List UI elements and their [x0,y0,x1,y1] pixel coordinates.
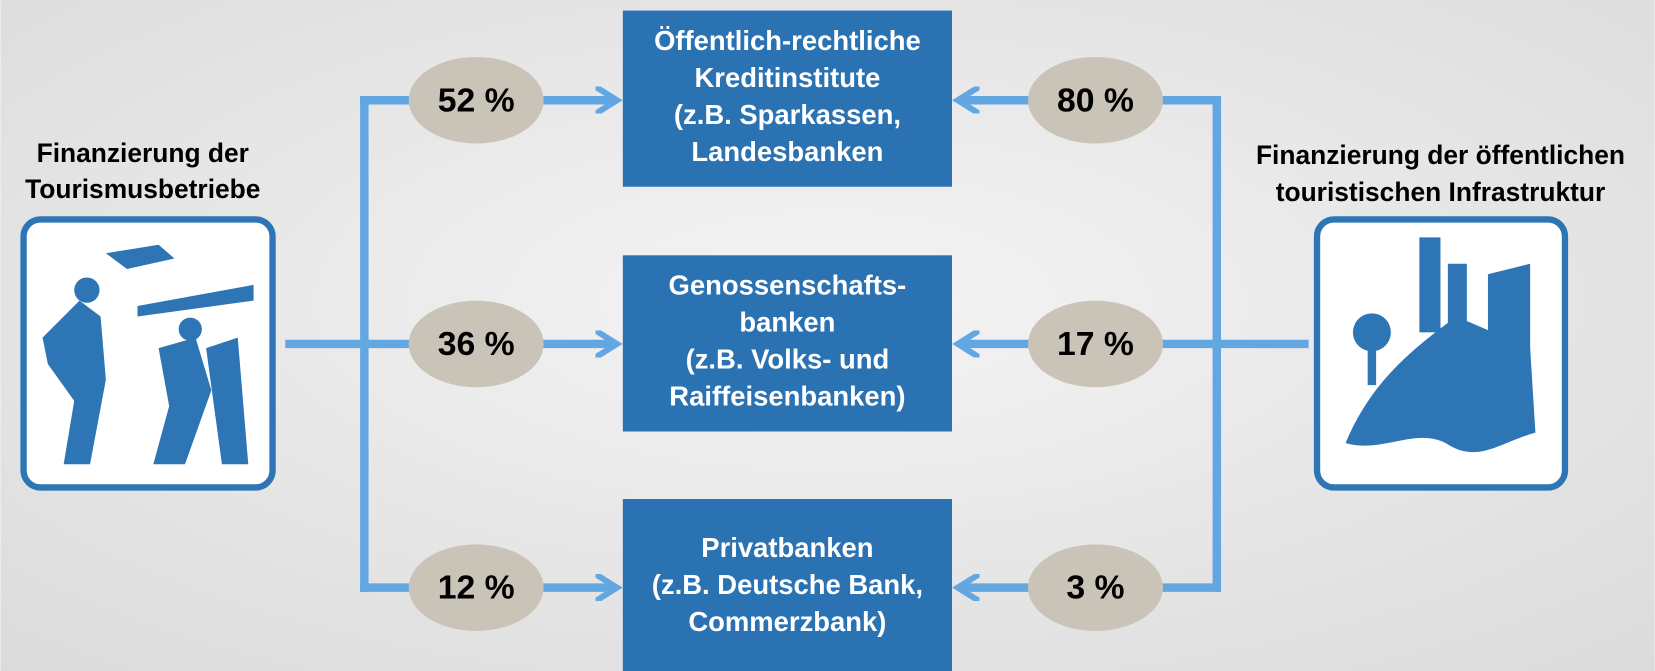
bank-box [622,255,952,432]
bank-box [622,499,952,671]
bank-label: Genossenschafts- [669,270,907,301]
bank-label: (z.B. Sparkassen, [674,99,901,130]
share-label: 52 % [438,81,515,119]
share-badge [1027,56,1163,144]
share-label: 17 % [1057,325,1134,363]
share-badge [408,300,544,388]
right-icon [1313,216,1569,491]
side-label: touristischen Infrastruktur [1276,177,1606,207]
share-label: 80 % [1057,81,1134,119]
side-label: Tourismusbetriebe [25,174,260,204]
share-badge [408,56,544,144]
share-label: 3 % [1066,569,1124,607]
share-label: 36 % [438,325,515,363]
bank-label: (z.B. Deutsche Bank, [652,569,923,600]
share-badge [1027,300,1163,388]
bank-label: (z.B. Volks- und [686,344,890,375]
bank-label: Commerzbank) [688,606,886,637]
side-label: Finanzierung der öffentlichen [1256,140,1625,170]
side-label: Finanzierung der [37,138,249,168]
bank-label: Raiffeisenbanken) [669,381,905,412]
bank-label: Landesbanken [691,136,883,167]
left-icon [20,216,276,491]
share-badge [1027,544,1163,631]
bank-box [622,10,952,187]
bank-label: Öffentlich-rechtliche [654,25,921,56]
bank-label: Kreditinstitute [694,62,880,93]
share-badge [408,544,544,631]
bank-label: Privatbanken [701,532,873,563]
share-label: 12 % [438,569,515,607]
bank-label: banken [739,307,835,338]
